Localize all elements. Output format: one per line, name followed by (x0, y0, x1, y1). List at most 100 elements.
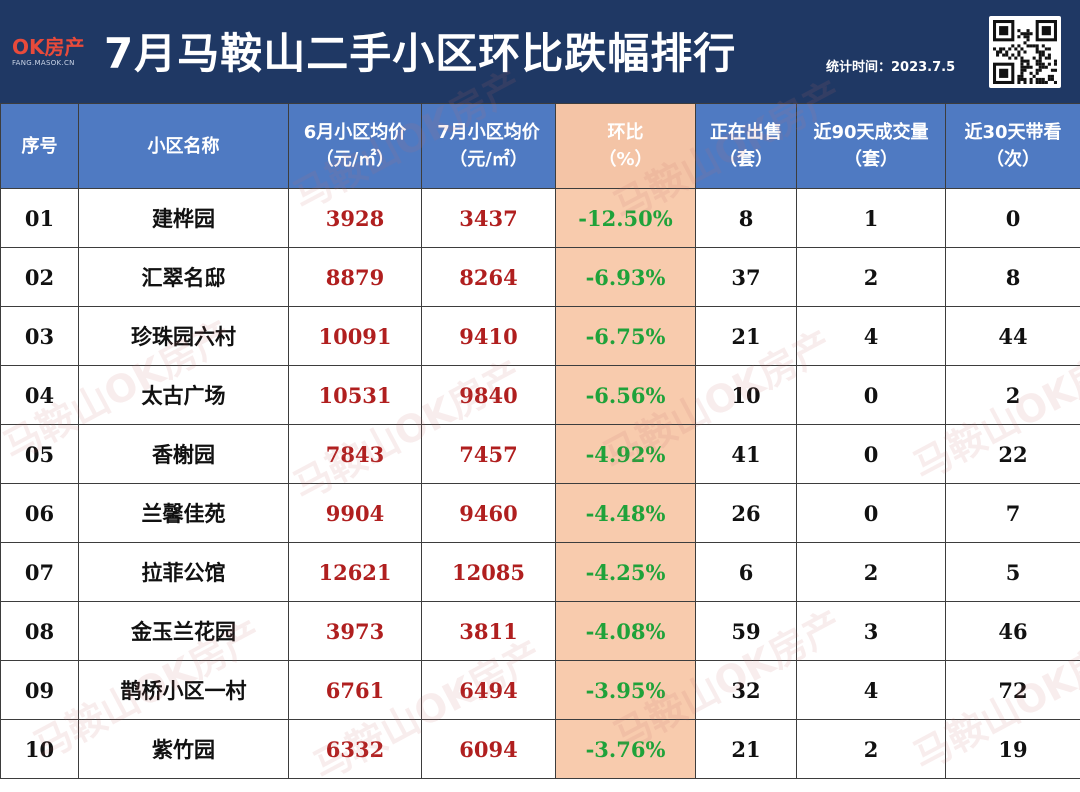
table-row: 10 紫竹园 6332 6094 -3.76% 21 2 19 (0, 719, 1080, 779)
table-row: 04 太古广场 10531 9840 -6.56% 10 0 2 (0, 365, 1080, 425)
cell-views-30d: 0 (945, 188, 1080, 248)
cell-mom-change: -4.48% (555, 483, 696, 543)
cell-june-price: 9904 (288, 483, 422, 543)
table-row: 06 兰馨佳苑 9904 9460 -4.48% 26 0 7 (0, 483, 1080, 543)
cell-views-30d: 22 (945, 424, 1080, 484)
cell-july-price: 7457 (421, 424, 556, 484)
cell-deals-90d: 3 (796, 601, 946, 661)
cell-mom-change: -6.93% (555, 247, 696, 307)
header-band: OK房产 FANG.MASOK.CN 7月马鞍山二手小区环比跌幅排行 统计时间：… (0, 0, 1080, 103)
cell-deals-90d: 0 (796, 365, 946, 425)
cell-deals-90d: 4 (796, 660, 946, 720)
column-header: 6月小区均价 （元/㎡） (288, 103, 422, 189)
cell-community-name: 兰馨佳苑 (78, 483, 289, 543)
column-header-unit: （%） (598, 149, 653, 170)
cell-july-price: 9840 (421, 365, 556, 425)
column-header-unit: （次） (986, 149, 1040, 170)
column-header-label: 环比 (607, 122, 644, 143)
cell-rank: 02 (0, 247, 79, 307)
table-row: 07 拉菲公馆 12621 12085 -4.25% 6 2 5 (0, 542, 1080, 602)
cell-july-price: 6094 (421, 719, 556, 779)
cell-on-sale: 32 (695, 660, 797, 720)
cell-rank: 04 (0, 365, 79, 425)
cell-july-price: 8264 (421, 247, 556, 307)
column-header-label: 7月小区均价 (437, 122, 540, 143)
cell-june-price: 6332 (288, 719, 422, 779)
ranking-table-wrap: 序号 小区名称 6月小区均价 （元/㎡） 7月小区均价 （元/㎡） 环比 （%） 正在出售 （套）… (0, 103, 1080, 792)
cell-mom-change: -3.76% (555, 719, 696, 779)
cell-on-sale: 21 (695, 719, 797, 779)
cell-community-name: 太古广场 (78, 365, 289, 425)
cell-july-price: 3437 (421, 188, 556, 248)
cell-on-sale: 41 (695, 424, 797, 484)
cell-views-30d: 5 (945, 542, 1080, 602)
cell-rank: 06 (0, 483, 79, 543)
cell-rank: 10 (0, 719, 79, 779)
cell-community-name: 鹊桥小区一村 (78, 660, 289, 720)
cell-july-price: 9460 (421, 483, 556, 543)
table-row: 08 金玉兰花园 3973 3811 -4.08% 59 3 46 (0, 601, 1080, 661)
cell-june-price: 6761 (288, 660, 422, 720)
cell-deals-90d: 0 (796, 483, 946, 543)
cell-deals-90d: 2 (796, 719, 946, 779)
table-header-row: 序号 小区名称 6月小区均价 （元/㎡） 7月小区均价 （元/㎡） 环比 （%） 正在出售 （套）… (0, 103, 1080, 189)
table-row: 02 汇翠名邸 8879 8264 -6.93% 37 2 8 (0, 247, 1080, 307)
cell-rank: 01 (0, 188, 79, 248)
column-header: 序号 (0, 103, 79, 189)
cell-june-price: 10531 (288, 365, 422, 425)
cell-deals-90d: 2 (796, 247, 946, 307)
column-header-label: 正在出售 (710, 122, 782, 143)
cell-mom-change: -3.95% (555, 660, 696, 720)
cell-july-price: 6494 (421, 660, 556, 720)
cell-community-name: 建桦园 (78, 188, 289, 248)
column-header: 近30天带看 （次） (945, 103, 1080, 189)
cell-on-sale: 59 (695, 601, 797, 661)
cell-community-name: 珍珠园六村 (78, 306, 289, 366)
logo-domain: FANG.MASOK.CN (12, 59, 75, 67)
cell-on-sale: 6 (695, 542, 797, 602)
cell-mom-change: -6.75% (555, 306, 696, 366)
column-header-label: 序号 (21, 135, 58, 157)
cell-on-sale: 26 (695, 483, 797, 543)
cell-on-sale: 8 (695, 188, 797, 248)
ranking-table: 序号 小区名称 6月小区均价 （元/㎡） 7月小区均价 （元/㎡） 环比 （%） 正在出售 （套）… (0, 103, 1080, 779)
brand-logo: OK房产 FANG.MASOK.CN (12, 36, 90, 76)
cell-june-price: 12621 (288, 542, 422, 602)
cell-july-price: 12085 (421, 542, 556, 602)
table-row: 05 香榭园 7843 7457 -4.92% 41 0 22 (0, 424, 1080, 484)
table-body: 01 建桦园 3928 3437 -12.50% 8 1 0 02 汇翠名邸 8879 8264 -6.… (0, 188, 1080, 779)
cell-mom-change: -6.56% (555, 365, 696, 425)
cell-views-30d: 44 (945, 306, 1080, 366)
column-header: 小区名称 (78, 103, 289, 189)
cell-mom-change: -4.92% (555, 424, 696, 484)
cell-community-name: 汇翠名邸 (78, 247, 289, 307)
cell-community-name: 金玉兰花园 (78, 601, 289, 661)
cell-mom-change: -12.50% (555, 188, 696, 248)
cell-on-sale: 37 (695, 247, 797, 307)
table-row: 03 珍珠园六村 10091 9410 -6.75% 21 4 44 (0, 306, 1080, 366)
cell-deals-90d: 2 (796, 542, 946, 602)
cell-deals-90d: 0 (796, 424, 946, 484)
cell-mom-change: -4.08% (555, 601, 696, 661)
column-header-unit: （元/㎡） (315, 149, 395, 170)
cell-deals-90d: 1 (796, 188, 946, 248)
cell-mom-change: -4.25% (555, 542, 696, 602)
column-header-label: 6月小区均价 (303, 122, 407, 143)
cell-rank: 09 (0, 660, 79, 720)
cell-views-30d: 7 (945, 483, 1080, 543)
cell-june-price: 3973 (288, 601, 422, 661)
cell-june-price: 7843 (288, 424, 422, 484)
cell-rank: 05 (0, 424, 79, 484)
cell-views-30d: 2 (945, 365, 1080, 425)
stat-time: 统计时间：2023.7.5 (826, 60, 956, 75)
column-header: 正在出售 （套） (695, 103, 797, 189)
cell-community-name: 紫竹园 (78, 719, 289, 779)
cell-deals-90d: 4 (796, 306, 946, 366)
page-title: 7月马鞍山二手小区环比跌幅排行 (104, 29, 737, 78)
cell-on-sale: 10 (695, 365, 797, 425)
column-header-unit: （元/㎡） (449, 149, 528, 170)
cell-rank: 03 (0, 306, 79, 366)
table-row: 01 建桦园 3928 3437 -12.50% 8 1 0 (0, 188, 1080, 248)
column-header-label: 近30天带看 (964, 122, 1062, 143)
